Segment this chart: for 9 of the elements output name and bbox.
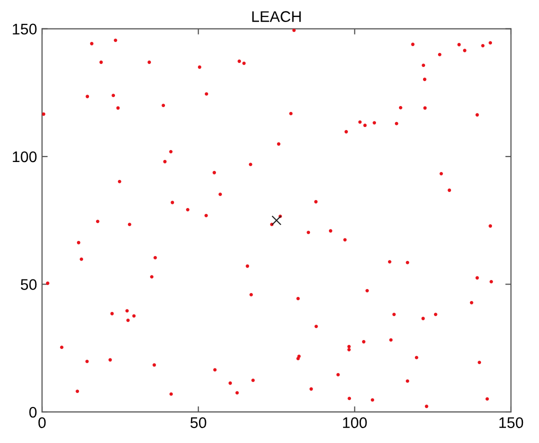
y-tick-label: 100 [12,151,37,162]
x-tick-label: 0 [38,417,46,428]
chart-title: LEACH [252,11,301,22]
x-tick-label: 50 [190,417,206,428]
y-tick-label: 150 [12,24,37,34]
y-tick-label: 0 [29,406,37,418]
x-tick-label: 150 [499,417,524,428]
x-tick-label: 100 [343,417,367,428]
y-tick-label: 50 [20,279,37,290]
